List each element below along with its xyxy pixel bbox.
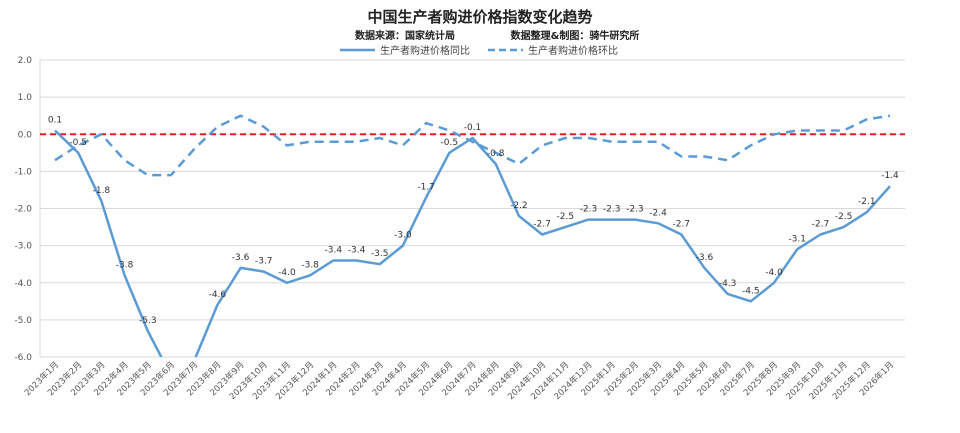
chart-source: 数据来源：国家统计局 <box>355 29 455 42</box>
data-label: -3.5 <box>371 249 389 259</box>
y-tick-label: -6.0 <box>14 353 32 363</box>
gridlines <box>39 59 905 358</box>
data-label: -3.4 <box>348 245 366 255</box>
legend: 生产者购进价格同比 生产者购进价格环比 <box>340 44 618 57</box>
data-label: -2.3 <box>626 205 644 215</box>
data-label: -2.3 <box>603 205 621 215</box>
data-label: -5.3 <box>139 316 157 326</box>
y-tick-label: 1.0 <box>18 93 33 103</box>
data-label: -3.6 <box>696 253 714 263</box>
y-tick-label: 2.0 <box>18 56 33 66</box>
x-axis: 2023年1月2023年2月2023年3月2023年4月2023年5月2023年… <box>22 359 896 402</box>
data-label: -2.5 <box>556 212 574 222</box>
y-tick-label: -5.0 <box>14 316 32 326</box>
data-label: -1.7 <box>417 182 435 192</box>
data-label: -0.1 <box>464 123 482 133</box>
data-label: -0.8 <box>487 149 505 159</box>
data-label: -0.5 <box>69 138 87 148</box>
y-tick-label: -3.0 <box>14 242 32 252</box>
y-tick-label: -1.0 <box>14 167 32 177</box>
data-label: -2.2 <box>510 201 528 211</box>
data-label: -2.7 <box>533 219 551 229</box>
data-label: -3.8 <box>301 260 319 270</box>
data-label: -4.6 <box>209 290 227 300</box>
series-line-yoy <box>54 129 891 357</box>
data-label: -2.7 <box>672 219 690 229</box>
data-label: -3.0 <box>394 231 412 241</box>
data-label: -3.8 <box>116 260 134 270</box>
data-label: -4.0 <box>765 268 783 278</box>
data-label: -2.5 <box>835 212 853 222</box>
data-label: -2.7 <box>812 219 830 229</box>
data-label: -3.6 <box>232 253 250 263</box>
y-tick-label: 0.0 <box>18 130 33 140</box>
plot-area <box>54 114 891 357</box>
data-label: 0.1 <box>48 116 62 126</box>
legend-label-mom: 生产者购进价格环比 <box>528 44 618 57</box>
data-label: -1.8 <box>93 186 111 196</box>
data-label: -3.4 <box>325 245 343 255</box>
y-tick-label: -4.0 <box>14 279 32 289</box>
data-label: -4.5 <box>742 286 760 296</box>
legend-label-yoy: 生产者购进价格同比 <box>380 44 470 57</box>
data-label: -3.1 <box>788 234 806 244</box>
data-label: -2.1 <box>858 197 876 207</box>
data-labels: 0.1-0.5-1.8-3.8-5.3-4.6-3.6 -3.7-4.0-3.8-… <box>48 116 899 326</box>
y-tick-label: -2.0 <box>14 205 32 215</box>
data-label: -3.7 <box>255 257 273 267</box>
data-label: -4.0 <box>278 268 296 278</box>
data-label: -2.4 <box>649 208 667 218</box>
data-label: -4.3 <box>719 279 737 289</box>
chart-credit: 数据整理&制图：骑牛研究所 <box>511 29 640 42</box>
data-label: -1.4 <box>881 171 899 181</box>
data-label: -2.3 <box>580 205 598 215</box>
data-label: -0.5 <box>441 138 459 148</box>
chart-title: 中国生产者购进价格指数变化趋势 <box>367 8 592 26</box>
y-axis: 2.0 1.0 0.0 -1.0 -2.0 -3.0 -4.0 -5.0 -6.0 <box>14 56 32 363</box>
